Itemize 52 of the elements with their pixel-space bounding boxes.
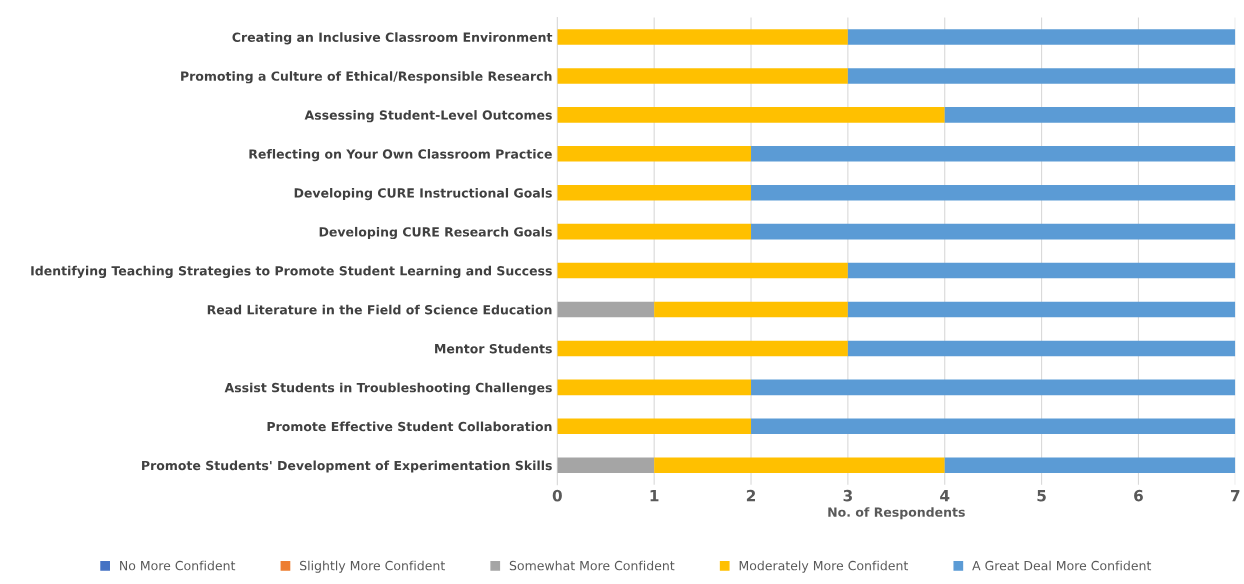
y-tick-label: Creating an Inclusive Classroom Environment <box>232 32 553 45</box>
bar <box>847 29 1236 45</box>
y-tick-label: Promoting a Culture of Ethical/Responsible Research <box>181 71 552 84</box>
bar <box>557 262 848 279</box>
bar <box>557 223 752 240</box>
y-tick-label: Promote Students' Development of Experimentation Skills <box>142 460 552 473</box>
y-tick-label: Assist Students in Troubleshooting Challenges <box>224 382 552 395</box>
bar <box>654 301 848 318</box>
x-tick-label: 4 <box>940 490 950 502</box>
bar <box>557 146 752 162</box>
bar <box>944 107 1236 123</box>
x-tick-label: 3 <box>843 489 852 502</box>
x-tick-label: 6 <box>1134 489 1143 502</box>
y-tick-label: Developing CURE Instructional Goals <box>294 187 552 201</box>
y-tick-label: Reflecting on Your Own Classroom Practice <box>249 149 552 162</box>
bar <box>654 457 945 474</box>
legend-label: Somewhat More Confident <box>509 560 675 571</box>
bar <box>557 29 848 45</box>
x-tick-label: 2 <box>746 489 756 502</box>
y-tick-label: Developing CURE Research Goals <box>319 226 552 240</box>
y-tick-label: Read Literature in the Field of Science Education <box>207 304 552 315</box>
bar <box>557 379 752 396</box>
bar <box>557 107 945 123</box>
bar <box>847 340 1236 357</box>
legend-label: Slightly More Confident <box>300 560 445 573</box>
bar <box>557 457 655 474</box>
x-tick-label: 7 <box>1231 490 1240 502</box>
bar <box>751 184 1236 201</box>
x-axis-title: No. of Respondents <box>828 507 965 520</box>
x-tick-label: 1 <box>650 490 659 502</box>
bar <box>847 262 1236 279</box>
legend-label: No More Confident <box>120 560 236 571</box>
bar <box>751 418 1236 435</box>
bar <box>557 340 848 357</box>
bar <box>847 301 1236 318</box>
y-tick-label: Assessing Student-Level Outcomes <box>304 110 552 123</box>
bar <box>847 68 1236 84</box>
y-tick-label: Promote Effective Student Collaboration <box>267 421 552 432</box>
bar <box>557 301 655 318</box>
legend-label: A Great Deal More Confident <box>972 560 1152 571</box>
bar <box>557 184 752 201</box>
y-tick-label: Identifying Teaching Strategies to Promote Student Learning and Success <box>31 265 552 279</box>
bar <box>557 68 848 84</box>
bar <box>557 418 752 435</box>
bar <box>751 223 1236 240</box>
bar <box>751 379 1236 396</box>
x-tick-label: 5 <box>1037 490 1046 502</box>
y-tick-label: Mentor Students <box>435 343 552 354</box>
bar <box>944 457 1236 474</box>
x-tick-label: 0 <box>552 489 562 502</box>
bar <box>751 146 1236 162</box>
legend-label: Moderately More Confident <box>739 560 909 573</box>
